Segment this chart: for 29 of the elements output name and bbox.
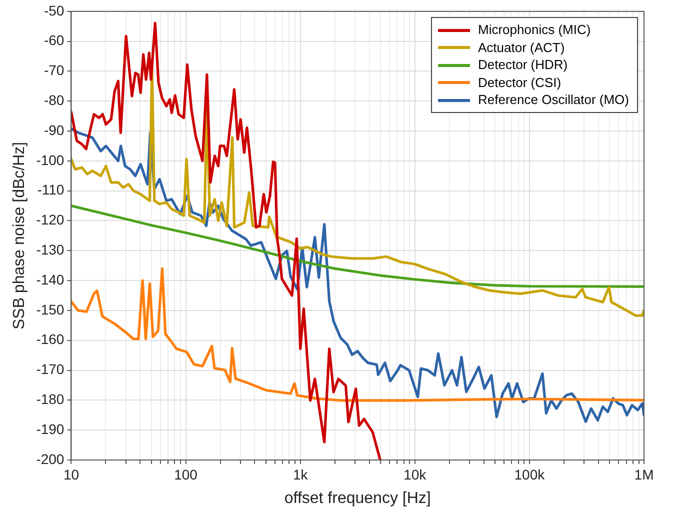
x-tick-label: 100 [174, 466, 198, 482]
legend-label: Reference Oscillator (MO) [478, 91, 629, 109]
x-tick-label: 1k [292, 466, 309, 482]
y-tick-label: -70 [44, 62, 64, 78]
y-tick-label: -60 [44, 32, 64, 48]
y-tick-label: -110 [37, 182, 64, 198]
y-tick-label: -80 [44, 92, 64, 108]
legend-label: Detector (CSI) [478, 74, 562, 92]
legend-label: Detector (HDR) [478, 56, 568, 74]
x-tick-label: 10k [404, 466, 428, 482]
x-tick-label: 1M [634, 466, 654, 482]
y-tick-label: -120 [36, 212, 64, 228]
legend-label: Microphonics (MIC) [478, 21, 591, 39]
y-tick-label: -100 [36, 152, 64, 168]
y-tick-label: -130 [36, 242, 64, 258]
y-axis-title: SSB phase noise [dBc/Hz] [11, 142, 28, 330]
y-tick-label: -170 [36, 361, 64, 378]
legend-label: Actuator (ACT) [478, 38, 565, 56]
y-tick-label: -200 [36, 450, 64, 467]
y-tick-label: -190 [36, 420, 64, 437]
y-tick-label: -180 [36, 391, 64, 408]
y-tick-label: -140 [36, 271, 64, 288]
y-tick-label: -90 [44, 122, 64, 138]
x-axis-title: offset frequency [Hz] [284, 490, 431, 507]
y-tick-label: -150 [36, 301, 64, 318]
y-tick-label: -50 [44, 2, 64, 18]
x-tick-label: 10 [63, 466, 80, 482]
x-tick-label: 100k [514, 466, 546, 482]
y-tick-label: -160 [36, 331, 64, 348]
